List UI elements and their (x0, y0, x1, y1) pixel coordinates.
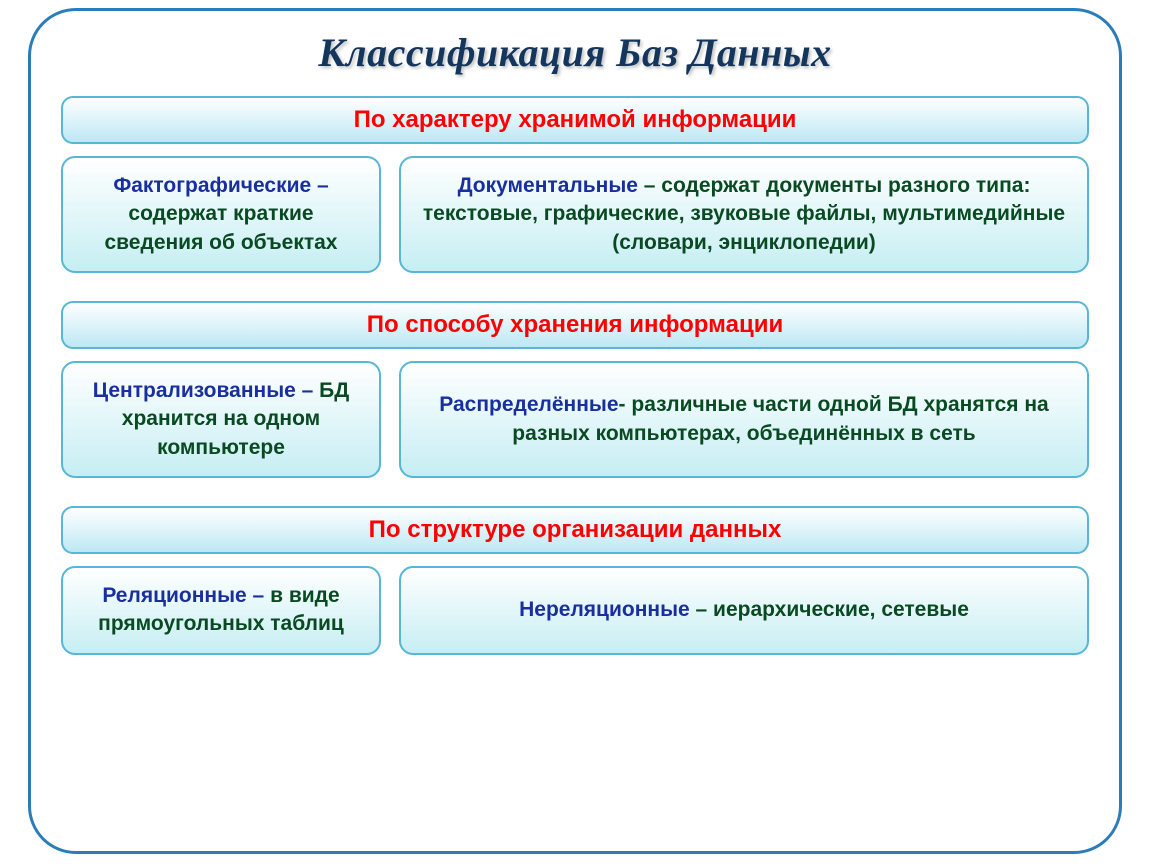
section-header-1: По характеру хранимой информации (61, 96, 1089, 144)
slide-frame: Классификация Баз Данных По характеру хр… (28, 8, 1122, 854)
section-header-3: По структуре организации данных (61, 506, 1089, 554)
item-box-2-right: Распределённые- различные части одной БД… (399, 361, 1089, 478)
item-box-2-left: Централизованные – БД хранится на одном … (61, 361, 381, 478)
section-row-3: Реляционные – в виде прямоугольных табли… (61, 566, 1089, 655)
item-label: Централизованные – (93, 379, 314, 402)
item-label: Фактографические – (113, 174, 328, 197)
item-box-3-right: Нереляционные – иерархические, сетевые (399, 566, 1089, 655)
item-label: Документальные (458, 174, 638, 197)
item-label: Нереляционные (519, 598, 690, 621)
section-row-2: Централизованные – БД хранится на одном … (61, 361, 1089, 478)
item-label: Реляционные – (102, 584, 264, 607)
item-desc: содержат краткие сведения об объектах (105, 202, 338, 253)
section-row-1: Фактографические – содержат краткие свед… (61, 156, 1089, 273)
main-title: Классификация Баз Данных (31, 29, 1119, 76)
item-box-1-left: Фактографические – содержат краткие свед… (61, 156, 381, 273)
item-label: Распределённые (439, 393, 618, 416)
item-box-3-left: Реляционные – в виде прямоугольных табли… (61, 566, 381, 655)
item-desc: – иерархические, сетевые (690, 598, 969, 621)
section-header-2: По способу хранения информации (61, 301, 1089, 349)
item-box-1-right: Документальные – содержат документы разн… (399, 156, 1089, 273)
content-area: По характеру хранимой информации Фактогр… (31, 96, 1119, 655)
